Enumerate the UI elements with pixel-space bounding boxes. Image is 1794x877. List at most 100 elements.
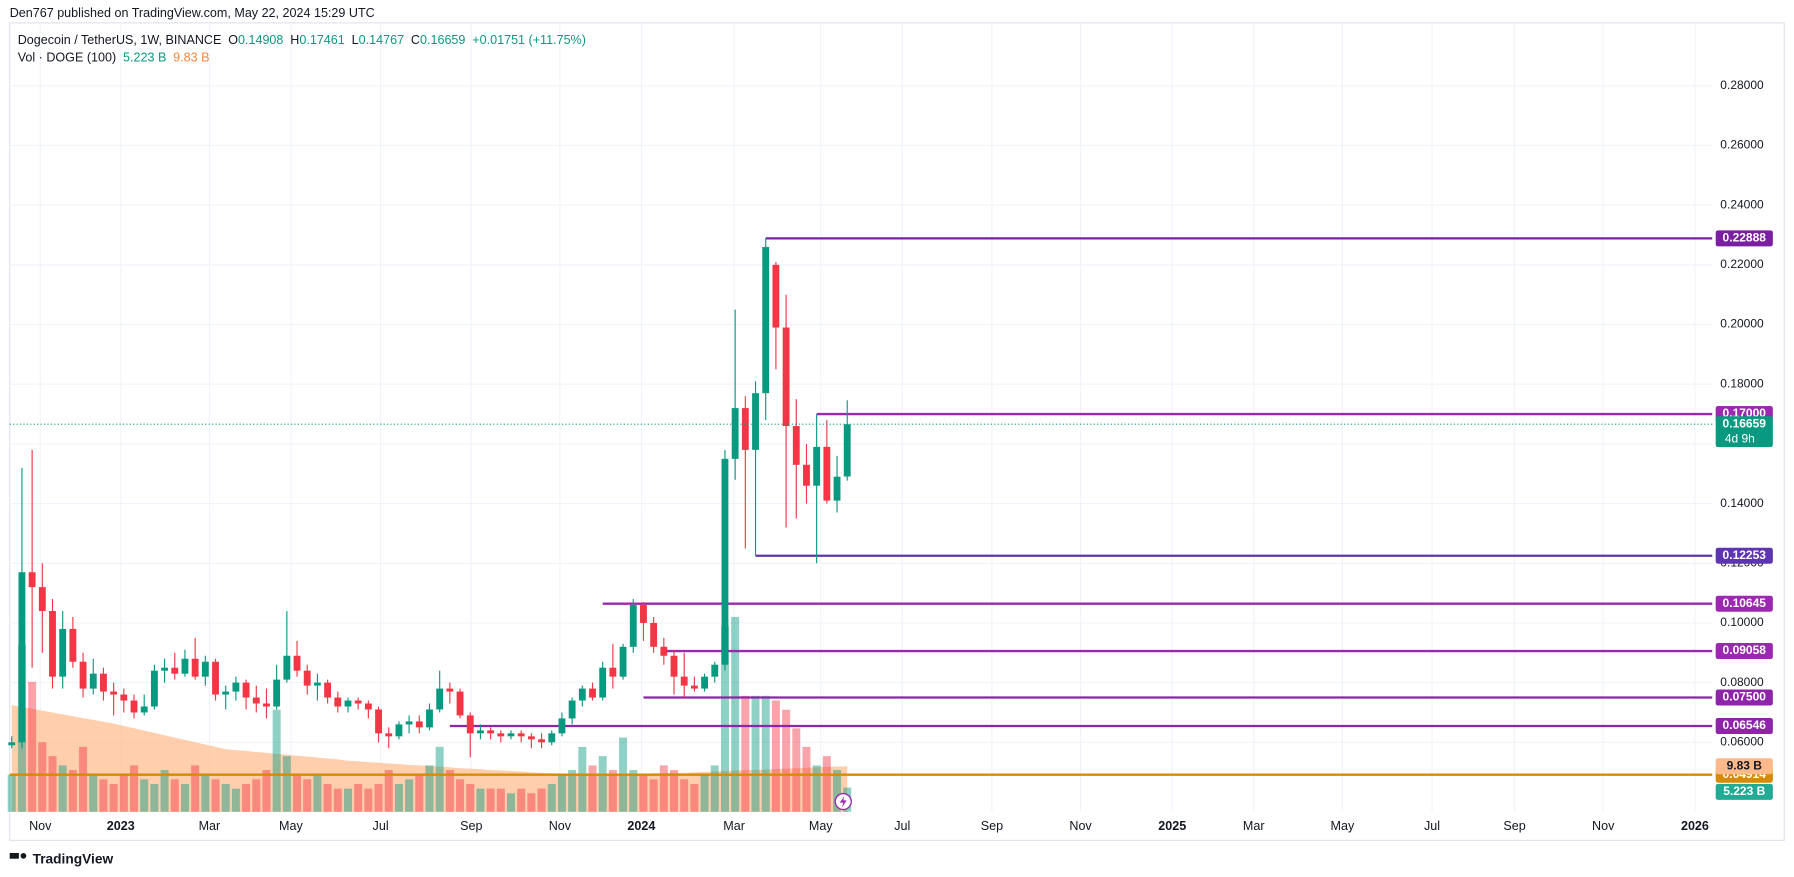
legend-value: 0.14767 [359,33,404,47]
volume-bar [608,770,617,812]
candle-body [364,703,372,710]
candle-body [171,667,179,674]
candle-body [558,718,566,734]
candle-body [660,646,668,656]
volume-bar [252,779,261,812]
volume-bar [466,783,475,812]
candle-body [150,670,158,707]
candle-body [833,476,841,501]
volume-bar [670,770,679,812]
volume-bar [547,783,556,812]
x-tick-label: Nov [549,819,572,833]
volume-bar [201,774,210,812]
volume-bar [313,774,322,812]
volume-bar [303,779,312,812]
candle-body [161,667,169,671]
candle-body [568,700,576,719]
candle-body [313,682,321,686]
candle-body [589,688,596,698]
candle-body [782,327,790,427]
volume-bar [649,779,658,812]
y-tick-label: 0.18000 [1720,376,1764,390]
candle-body [843,424,851,477]
volume-bar [578,746,587,812]
volume-bar [456,779,465,812]
volume-bar [394,783,403,812]
candle-body [599,667,607,698]
candle-body [466,715,474,734]
volume-bar [792,728,801,812]
level-label-box [1715,718,1773,735]
candle-body [69,628,77,662]
volume-bar [180,783,189,812]
volume-ma-label: 9.83 B [1727,758,1763,772]
candle-body [650,622,658,647]
volume-bar [445,770,454,812]
volume-bar [282,756,291,812]
candle-body [110,691,118,695]
y-tick-label: 0.14000 [1720,496,1764,510]
x-tick-label: Nov [1069,819,1092,833]
volume-bar [812,765,821,812]
volume-bar [598,756,607,812]
volume-bar [782,709,791,812]
x-tick-label: May [809,819,833,833]
volume-bar [242,783,251,812]
x-tick-label: May [1331,819,1355,833]
volume-bar [374,783,383,812]
candle-body [405,721,413,725]
candle-body [640,605,647,623]
x-tick-label: Mar [199,819,221,833]
volume-bar [130,765,139,812]
candle-body [242,682,250,698]
volume-bar [48,756,57,812]
volume-bar [384,770,393,812]
volume-bar [79,746,88,812]
candle-body [303,670,311,686]
volume-ma-area [11,705,848,812]
candle-body [772,264,780,328]
volume-bar [354,783,363,812]
volume-bar [476,788,485,812]
volume-bar [751,695,760,812]
candle-body [609,667,617,677]
volume-bar [262,770,271,812]
candle-body [395,724,403,737]
x-tick-label: Jul [1424,819,1440,833]
logo-mark [9,852,19,859]
candle-body [28,572,36,588]
candle-body [232,682,240,692]
candle-body [324,682,332,698]
volume-bar [802,746,811,812]
level-label-box [1715,689,1773,706]
level-label: 0.10645 [1723,596,1767,610]
replay-icon[interactable] [834,792,852,811]
volume-bar [333,788,342,812]
volume-bar [343,788,352,812]
volume-bar [99,779,108,812]
legend-volume-ma: 9.83 B [173,51,209,65]
volume-bar [38,742,47,812]
volume-bar [833,770,842,812]
volume-bar [28,681,37,812]
candle-body [497,733,505,737]
level-label: 0.06546 [1723,718,1767,732]
legend-value: 0.17461 [299,33,344,47]
candle-body [89,673,97,689]
candle-body [181,658,189,674]
volume-bar [741,695,750,812]
y-tick-label: 0.06000 [1720,734,1764,748]
y-tick-label: 0.10000 [1720,615,1764,629]
x-tick-label: Mar [723,819,745,833]
legend-key: H [290,33,299,47]
candle-body [792,426,800,465]
volume-bar [720,626,729,812]
volume-bar [231,788,240,812]
volume-bar [486,788,495,812]
x-tick-label: Sep [981,819,1003,833]
volume-bar [496,788,505,812]
candle-body [690,685,698,689]
icon-bolt[interactable] [839,795,847,808]
candle-body [18,572,26,743]
candle-body [263,703,270,707]
